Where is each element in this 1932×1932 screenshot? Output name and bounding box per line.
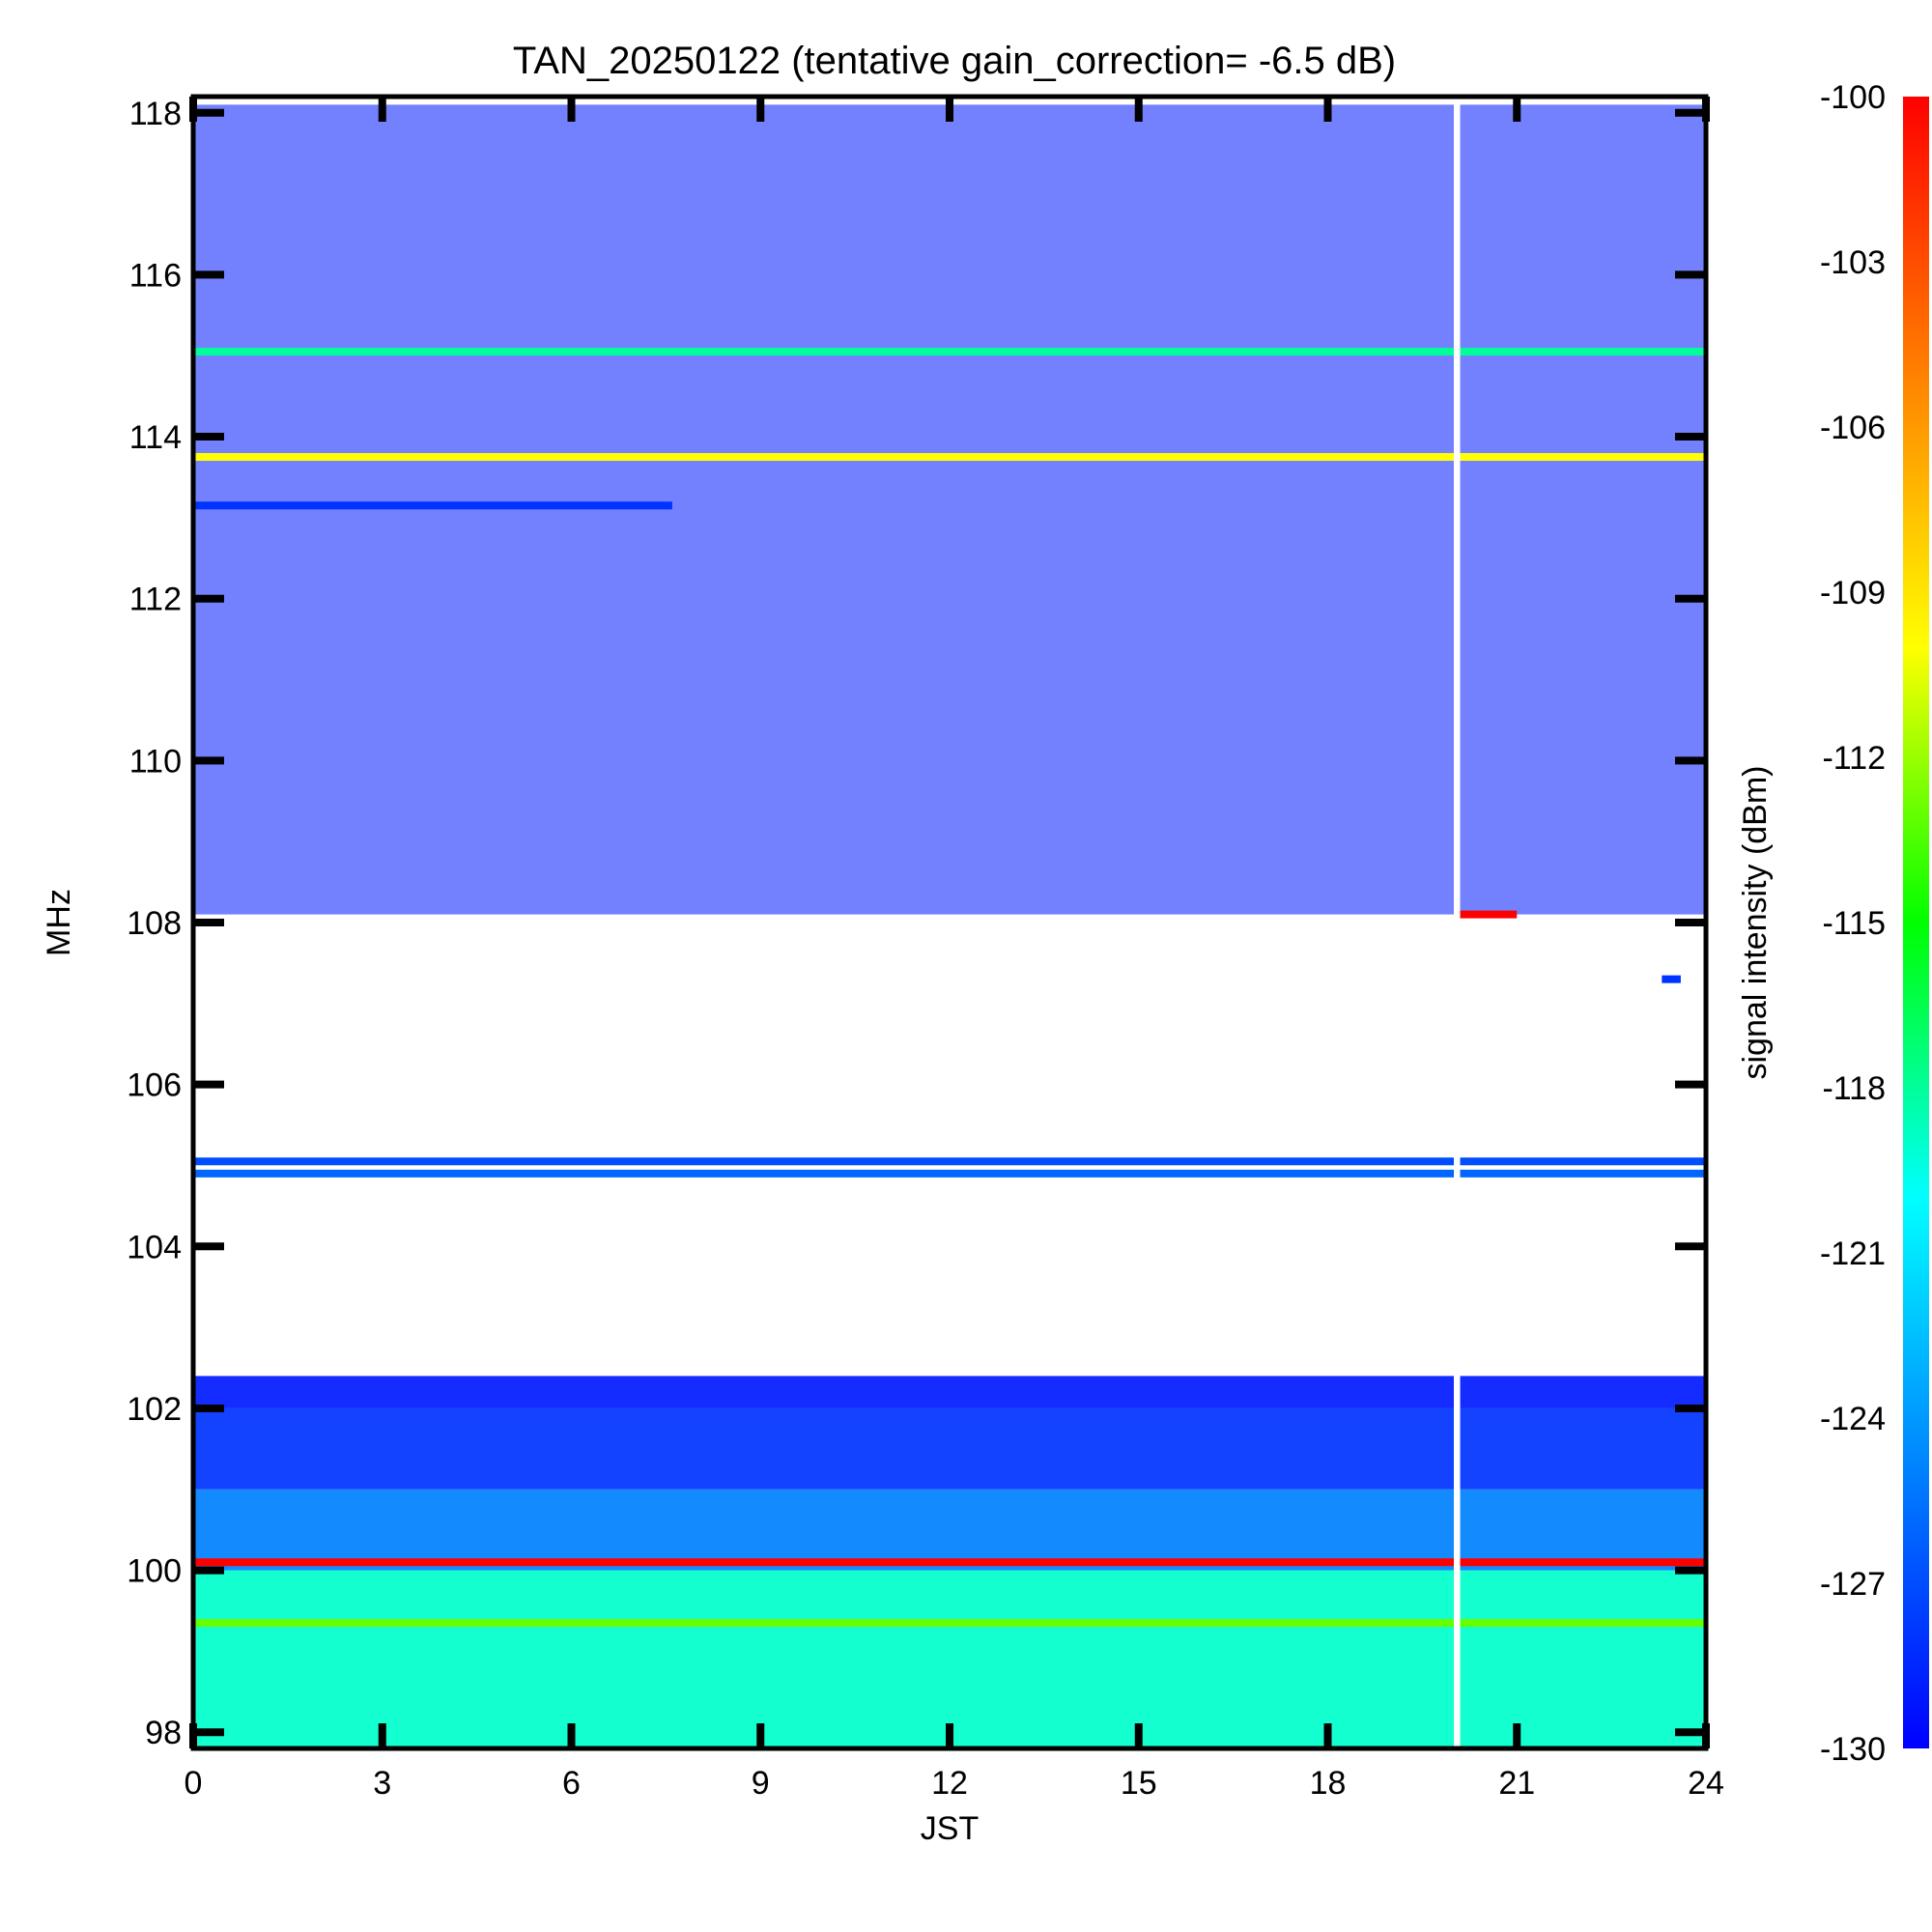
colorbar-tick-label-9: -127 <box>1820 1566 1886 1603</box>
colorbar-tick-label-4: -112 <box>1822 740 1886 777</box>
colorbar-tick-label-10: -130 <box>1820 1731 1886 1768</box>
x-tick-label-4: 12 <box>931 1765 968 1802</box>
x-tick-label-5: 15 <box>1121 1765 1157 1802</box>
y-tick-label-6: 110 <box>129 743 182 780</box>
y-tick-label-10: 118 <box>129 96 182 132</box>
y-tick-label-3: 104 <box>127 1229 182 1265</box>
colorbar-gradient <box>1903 97 1929 1748</box>
plot-area: 0 3 6 9 12 15 18 21 24 98 100 102 104 106 108 110 112 11… <box>127 94 1724 1802</box>
y-tick-label-0: 98 <box>145 1715 182 1751</box>
colorbar-ticks: -100 -103 -106 -109 -112 -115 -118 -121 -124 -127… <box>1820 79 1886 1768</box>
y-tick-label-8: 114 <box>129 419 182 456</box>
x-tick-label-3: 9 <box>752 1765 770 1802</box>
y-tick-label-1: 100 <box>127 1553 182 1590</box>
x-tick-label-0: 0 <box>185 1765 203 1802</box>
colorbar-tick-label-2: -106 <box>1820 410 1886 446</box>
x-tick-label-1: 3 <box>373 1765 391 1802</box>
chart-title: TAN_20250122 (tentative gain_correction=… <box>513 40 1396 82</box>
colorbar-tick-label-1: -103 <box>1820 244 1886 281</box>
y-tick-label-9: 116 <box>129 257 182 294</box>
x-tick-label-7: 21 <box>1498 1765 1535 1802</box>
colorbar-tick-label-5: -115 <box>1822 905 1886 942</box>
data-gap <box>1454 97 1461 1748</box>
y-tick-label-4: 106 <box>127 1067 182 1104</box>
y-axis-label: MHz <box>41 889 77 956</box>
band-0 <box>193 1570 1706 1748</box>
y-tick-label-7: 112 <box>129 582 182 618</box>
x-axis-label: JST <box>921 1810 979 1847</box>
band-1 <box>193 1489 1706 1571</box>
colorbar: -100 -103 -106 -109 -112 -115 -118 -121 -124 -127… <box>1737 79 1929 1768</box>
line-0 <box>193 1558 1706 1567</box>
heatmap-layer <box>193 97 1706 1748</box>
band-4 <box>193 104 1706 915</box>
band-2 <box>193 1407 1706 1490</box>
y-axis-ticks: 98 100 102 104 106 108 110 112 114 116 118 <box>127 96 1706 1751</box>
y-tick-label-5: 108 <box>127 905 182 942</box>
line-5 <box>193 348 1706 356</box>
line-2 <box>193 1157 1706 1166</box>
y-tick-label-2: 102 <box>127 1391 182 1428</box>
x-tick-label-8: 24 <box>1688 1765 1724 1802</box>
colorbar-tick-label-6: -118 <box>1822 1070 1886 1107</box>
colorbar-tick-label-0: -100 <box>1820 79 1886 116</box>
line-6 <box>193 501 672 510</box>
line-1 <box>193 1619 1706 1628</box>
band-3 <box>193 1376 1706 1408</box>
x-axis-ticks: 0 3 6 9 12 15 18 21 24 <box>185 97 1724 1802</box>
x-tick-label-2: 6 <box>562 1765 581 1802</box>
line-7 <box>1454 910 1518 919</box>
colorbar-tick-label-3: -109 <box>1820 575 1886 611</box>
line-8 <box>1662 975 1681 983</box>
colorbar-tick-label-7: -121 <box>1820 1236 1886 1272</box>
x-tick-label-6: 18 <box>1310 1765 1347 1802</box>
colorbar-label: signal intensity (dBm) <box>1737 765 1774 1079</box>
line-3 <box>193 1169 1706 1178</box>
line-4 <box>193 453 1706 462</box>
colorbar-tick-label-8: -124 <box>1820 1401 1886 1437</box>
